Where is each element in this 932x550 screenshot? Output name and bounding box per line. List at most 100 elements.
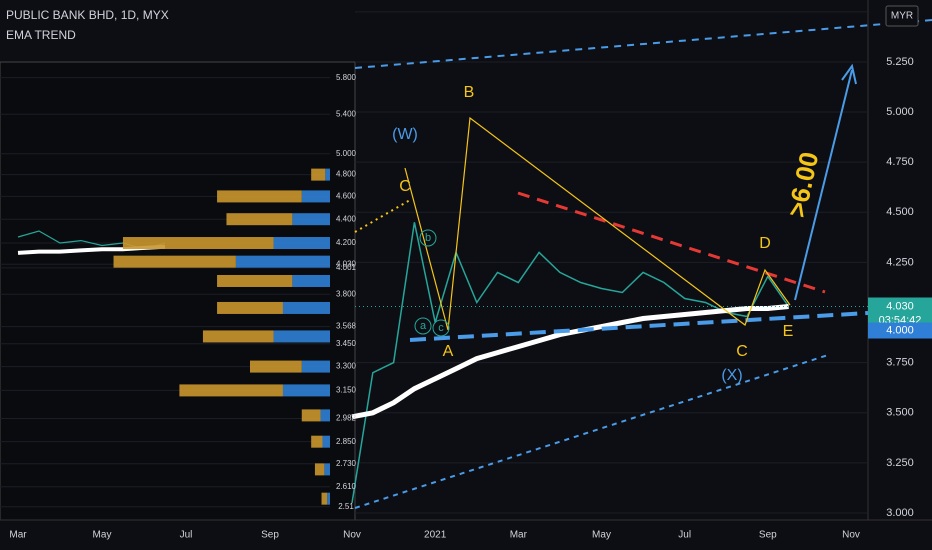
y-tick-label: 3.568 (336, 322, 357, 331)
profile-bar (273, 237, 330, 250)
y-tick-label: 2.730 (336, 459, 357, 468)
annotation: E (783, 323, 794, 340)
profile-bar (179, 384, 283, 397)
currency: MYR (891, 11, 913, 22)
inset-plot: 5.800 5.400 5.000 4.800 4.600 4.400 4.200 4.030… (0, 73, 357, 541)
profile-bar (217, 301, 283, 314)
y-tick-label: 4.030 (336, 259, 357, 268)
y-tick-label: 3.750 (886, 357, 914, 369)
trend-line (409, 311, 869, 342)
profile-bar (311, 435, 323, 448)
annotation: b (425, 232, 431, 244)
profile-bar (202, 330, 274, 343)
trend-line (354, 19, 932, 69)
annotation: a (420, 320, 427, 332)
y-tick-label: 5.800 (336, 73, 357, 82)
annotation: C (736, 343, 748, 360)
chart-title: PUBLIC BANK BHD, 1D, MYX (6, 8, 169, 22)
arrow (794, 69, 853, 301)
annotation: A (443, 343, 454, 360)
drawings (354, 19, 932, 509)
profile-bar (322, 435, 330, 448)
profile-bar (321, 492, 328, 505)
y-tick-label: 2.51 (338, 502, 354, 511)
profile-bar (292, 213, 330, 226)
profile-bar (282, 301, 330, 314)
wave-line (404, 116, 791, 331)
circle (419, 229, 437, 247)
profile-bar (325, 168, 330, 181)
circle (414, 317, 432, 335)
y-tick-label: 5.000 (336, 149, 357, 158)
y-tick-label: 4.200 (336, 238, 357, 247)
profile-bar (327, 492, 330, 505)
currency-box (885, 5, 919, 27)
y-tick-label: 4.600 (336, 192, 357, 201)
circle (432, 319, 450, 337)
profile-bar (113, 255, 236, 268)
profile-bar (314, 463, 325, 476)
trend-line (354, 354, 829, 509)
y-tick-label: 5.250 (886, 56, 914, 68)
y-tick-label: 4.250 (886, 256, 914, 268)
x-tick-label: Nov (343, 530, 361, 541)
annotation: c (438, 322, 444, 334)
y-tick-label: 4.800 (336, 170, 357, 179)
y-tick-label: 3.800 (336, 289, 357, 298)
y-tick-label: 3.150 (336, 386, 357, 395)
trend-line (517, 191, 826, 294)
y-tick-label: 4.001 (336, 263, 357, 272)
y-tick-label: 2.982 (336, 414, 357, 423)
trend-line (354, 199, 411, 233)
indicator-name: EMA TREND (6, 28, 76, 42)
y-tick-label: 3.450 (336, 339, 357, 348)
profile-bar (301, 409, 321, 422)
y-tick-label: 3.250 (886, 457, 914, 469)
profile-bar (217, 274, 293, 287)
profile-bar (311, 168, 326, 181)
profile-bar (282, 384, 330, 397)
ema-line (351, 304, 789, 420)
x-tick-label: May (592, 530, 611, 541)
profile-bar (301, 190, 330, 203)
x-tick-label: Nov (842, 530, 860, 541)
x-tick-label: Mar (9, 530, 27, 541)
profile-bar (320, 409, 330, 422)
price-line (351, 222, 790, 504)
x-tick-label: Jul (180, 530, 193, 541)
level-badge-label: 4.000 (886, 324, 914, 336)
annotation: D (759, 235, 771, 252)
profile-bar (250, 360, 302, 373)
inset-panel (0, 61, 356, 521)
x-tick-label: Jul (678, 530, 691, 541)
y-tick-label: 3.000 (886, 507, 914, 519)
y-tick-label: 3.300 (336, 362, 357, 371)
y-tick-label: 3.500 (886, 407, 914, 419)
x-tick-label: Sep (759, 530, 777, 541)
x-tick-label: 2021 (424, 530, 447, 541)
y-tick-label: 4.500 (886, 206, 914, 218)
profile-bar (292, 274, 330, 287)
annotation: (X) (721, 367, 742, 384)
y-tick-label: 4.750 (886, 156, 914, 168)
x-tick-label: Mar (510, 530, 528, 541)
y-tick-label: 5.400 (336, 109, 357, 118)
x-tick-label: Sep (261, 530, 279, 541)
profile-bar (217, 190, 302, 203)
profile-bar (324, 463, 330, 476)
profile-bar (273, 330, 330, 343)
annotation: B (464, 84, 475, 101)
annotation: (W) (392, 126, 418, 143)
profile-bar (122, 237, 274, 250)
price-badge-label: 4.030 (886, 300, 914, 312)
y-tick-label: 5.000 (886, 106, 914, 118)
arrow-head (841, 63, 857, 85)
x-tick-label: May (93, 530, 112, 541)
y-tick-label: 2.610 (336, 482, 357, 491)
profile-bar (235, 255, 330, 268)
profile-bar (226, 213, 293, 226)
y-tick-label: 4.400 (336, 214, 357, 223)
annotation: C (399, 178, 411, 195)
main-plot: 55.2505.0004.7504.5004.2503.7503.5003.25… (343, 6, 932, 541)
